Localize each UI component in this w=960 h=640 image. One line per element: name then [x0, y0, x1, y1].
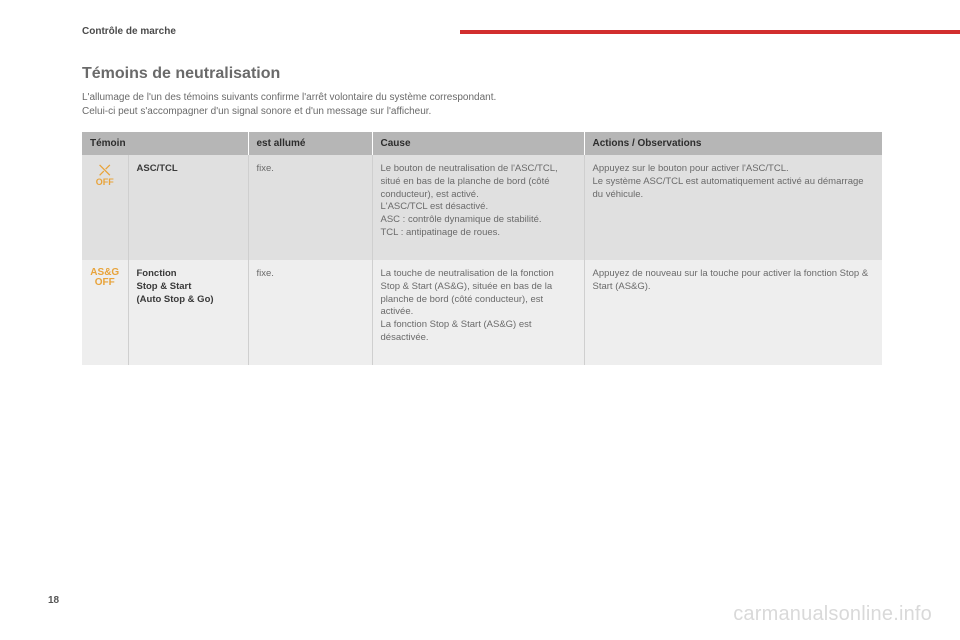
- asc-off-icon: ⤬ OFF: [82, 155, 128, 260]
- intro-line2: Celui-ci peut s'accompagner d'un signal …: [82, 106, 431, 117]
- page-number: 18: [48, 595, 59, 606]
- page-content: Contrôle de marche Témoins de neutralisa…: [82, 26, 882, 365]
- intro-line1: L'allumage de l'un des témoins suivants …: [82, 92, 496, 103]
- row-name: ASC/TCL: [128, 155, 248, 260]
- asg-off-icon: AS&G OFF: [82, 260, 128, 365]
- asc-icon-off: OFF: [96, 177, 114, 187]
- table-row: ⤬ OFF ASC/TCL fixe. Le bouton de neutral…: [82, 155, 882, 260]
- row-cause: Le bouton de neutralisation de l'ASC/TCL…: [372, 155, 584, 260]
- th-cause: Cause: [372, 132, 584, 155]
- table-row: AS&G OFF FonctionStop & Start(Auto Stop …: [82, 260, 882, 365]
- indicators-table: Témoin est allumé Cause Actions / Observ…: [82, 132, 882, 365]
- asc-icon-symbol: ⤬: [96, 163, 114, 178]
- asg-icon-off: OFF: [95, 277, 115, 288]
- row-action: Appuyez de nouveau sur la touche pour ac…: [584, 260, 882, 365]
- th-state: est allumé: [248, 132, 372, 155]
- section-title: Contrôle de marche: [82, 26, 882, 37]
- row-state: fixe.: [248, 260, 372, 365]
- table-header-row: Témoin est allumé Cause Actions / Observ…: [82, 132, 882, 155]
- th-actions: Actions / Observations: [584, 132, 882, 155]
- watermark: carmanualsonline.info: [733, 603, 932, 626]
- row-name: FonctionStop & Start(Auto Stop & Go): [128, 260, 248, 365]
- th-temoin: Témoin: [82, 132, 248, 155]
- page-heading: Témoins de neutralisation: [82, 65, 882, 83]
- intro-text: L'allumage de l'un des témoins suivants …: [82, 91, 882, 118]
- row-cause: La touche de neutralisation de la foncti…: [372, 260, 584, 365]
- row-action: Appuyez sur le bouton pour activer l'ASC…: [584, 155, 882, 260]
- row-state: fixe.: [248, 155, 372, 260]
